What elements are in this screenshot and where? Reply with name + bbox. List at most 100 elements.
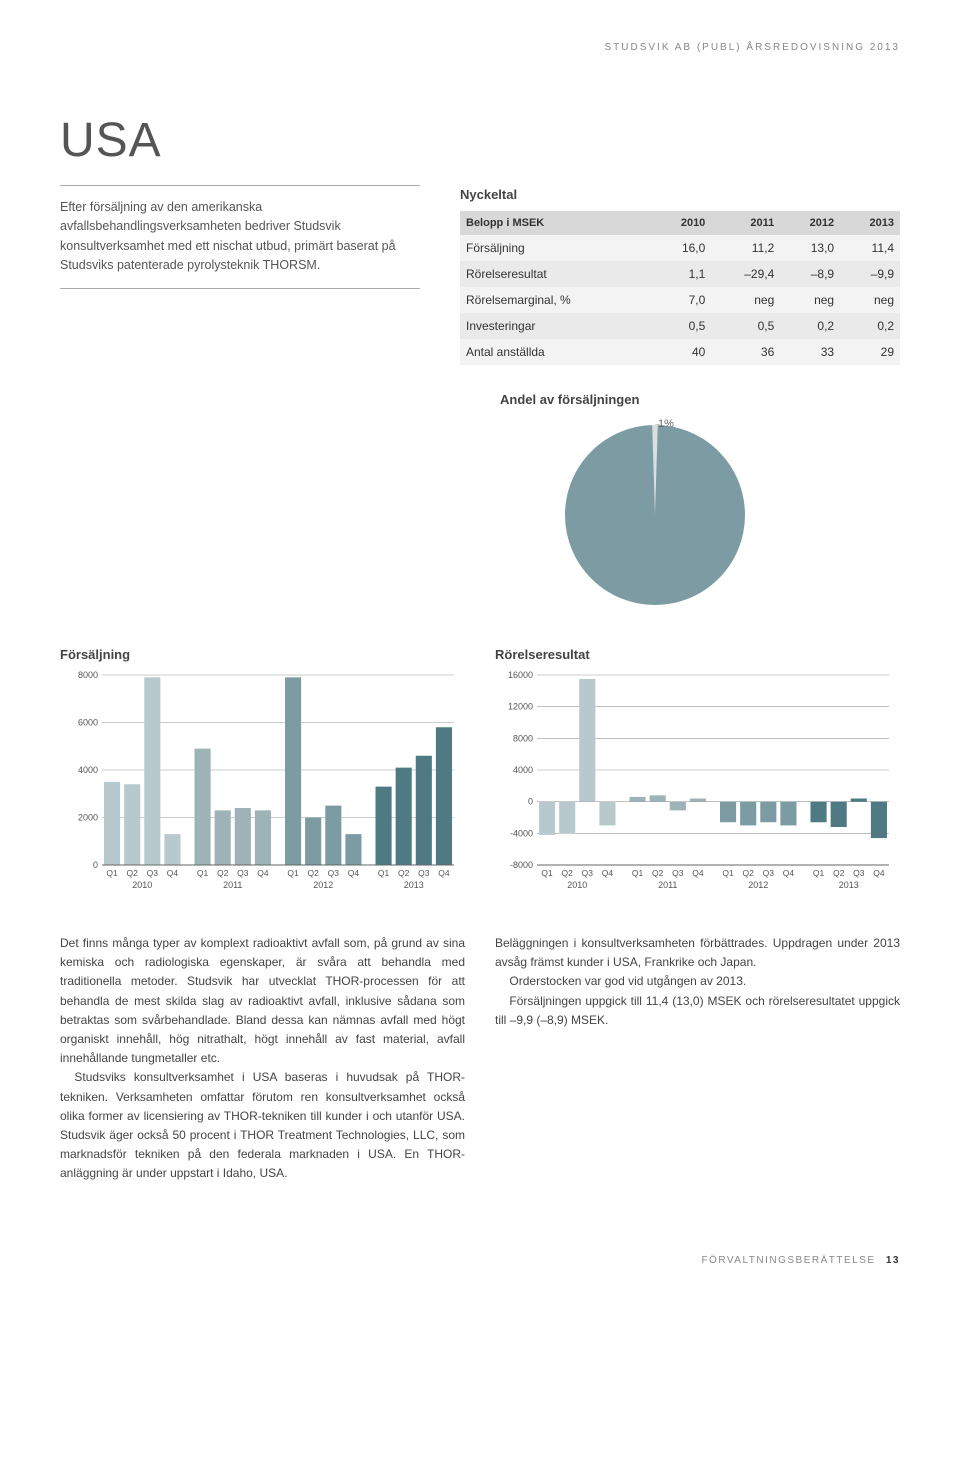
table-cell: 16,0 bbox=[651, 235, 711, 261]
chart-sales: Försäljning 0 2000 4000 6000 8000 Q1 Q2 Q3 Q4 201… bbox=[60, 645, 465, 904]
svg-text:4000: 4000 bbox=[513, 765, 533, 775]
svg-text:Q2: Q2 bbox=[562, 868, 574, 878]
footer-section: FÖRVALTNINGSBERÄTTELSE bbox=[701, 1255, 875, 1266]
pie-chart bbox=[560, 420, 750, 610]
svg-text:Q4: Q4 bbox=[873, 868, 885, 878]
table-cell: neg bbox=[780, 287, 840, 313]
body-left-column: Det finns många typer av komplext radioa… bbox=[60, 934, 465, 1183]
table-row: Rörelseresultat1,1–29,4–8,9–9,9 bbox=[460, 261, 900, 287]
svg-text:Q2: Q2 bbox=[127, 868, 139, 878]
svg-text:Q2: Q2 bbox=[398, 868, 410, 878]
page-number: 13 bbox=[886, 1255, 900, 1266]
svg-text:6000: 6000 bbox=[78, 717, 98, 727]
svg-text:2013: 2013 bbox=[839, 880, 859, 890]
top-section: Efter försäljning av den amerikanska avf… bbox=[60, 185, 900, 365]
th: 2010 bbox=[651, 211, 711, 236]
body-paragraph: Försäljningen uppgick till 11,4 (13,0) M… bbox=[495, 992, 900, 1030]
svg-text:Q1: Q1 bbox=[378, 868, 390, 878]
svg-text:Q3: Q3 bbox=[763, 868, 775, 878]
svg-text:Q2: Q2 bbox=[833, 868, 845, 878]
body-right-column: Beläggningen i konsultverksamheten förbä… bbox=[495, 934, 900, 1183]
svg-text:Q2: Q2 bbox=[652, 868, 664, 878]
table-cell: 13,0 bbox=[780, 235, 840, 261]
svg-text:Q2: Q2 bbox=[308, 868, 320, 878]
svg-text:-4000: -4000 bbox=[510, 828, 533, 838]
svg-text:Q3: Q3 bbox=[147, 868, 159, 878]
table-cell: 40 bbox=[651, 339, 711, 365]
table-cell: 0,5 bbox=[711, 313, 780, 339]
keytable-title: Nyckeltal bbox=[460, 185, 900, 205]
svg-text:Q4: Q4 bbox=[348, 868, 360, 878]
table-cell: Antal anställda bbox=[460, 339, 651, 365]
svg-text:Q4: Q4 bbox=[438, 868, 450, 878]
table-cell: –8,9 bbox=[780, 261, 840, 287]
result-bar-chart: -8000-40000400080001200016000Q1Q2Q3Q4201… bbox=[495, 669, 895, 899]
table-header-row: Belopp i MSEK 2010 2011 2012 2013 bbox=[460, 211, 900, 236]
key-figures-table: Belopp i MSEK 2010 2011 2012 2013 Försäl… bbox=[460, 211, 900, 366]
table-cell: 0,2 bbox=[780, 313, 840, 339]
th: Belopp i MSEK bbox=[460, 211, 651, 236]
svg-text:2012: 2012 bbox=[313, 880, 333, 890]
intro-text: Efter försäljning av den amerikanska avf… bbox=[60, 198, 420, 276]
svg-text:Q3: Q3 bbox=[672, 868, 684, 878]
svg-text:2011: 2011 bbox=[658, 880, 677, 890]
body-paragraph: Beläggningen i konsultverksamheten förbä… bbox=[495, 934, 900, 972]
chart2-title: Rörelseresultat bbox=[495, 645, 900, 665]
table-row: Antal anställda40363329 bbox=[460, 339, 900, 365]
th: 2012 bbox=[780, 211, 840, 236]
page-title: USA bbox=[60, 105, 900, 177]
table-cell: neg bbox=[840, 287, 900, 313]
table-cell: Investeringar bbox=[460, 313, 651, 339]
svg-text:Q3: Q3 bbox=[328, 868, 340, 878]
table-cell: –9,9 bbox=[840, 261, 900, 287]
svg-text:Q3: Q3 bbox=[418, 868, 430, 878]
svg-text:2013: 2013 bbox=[404, 880, 424, 890]
th: 2011 bbox=[711, 211, 780, 236]
charts-row: Försäljning 0 2000 4000 6000 8000 Q1 Q2 Q3 Q4 201… bbox=[60, 645, 900, 904]
body-columns: Det finns många typer av komplext radioa… bbox=[60, 934, 900, 1183]
table-row: Försäljning16,011,213,011,4 bbox=[460, 235, 900, 261]
svg-text:0: 0 bbox=[528, 796, 533, 806]
table-cell: 11,2 bbox=[711, 235, 780, 261]
page-footer: FÖRVALTNINGSBERÄTTELSE 13 bbox=[60, 1253, 900, 1268]
svg-text:4000: 4000 bbox=[78, 765, 98, 775]
svg-text:2011: 2011 bbox=[223, 880, 242, 890]
table-cell: –29,4 bbox=[711, 261, 780, 287]
table-row: Investeringar0,50,50,20,2 bbox=[460, 313, 900, 339]
table-cell: 0,5 bbox=[651, 313, 711, 339]
svg-text:2010: 2010 bbox=[567, 880, 587, 890]
svg-text:Q1: Q1 bbox=[106, 868, 118, 878]
table-cell: 33 bbox=[780, 339, 840, 365]
svg-text:0: 0 bbox=[93, 860, 98, 870]
svg-text:Q4: Q4 bbox=[167, 868, 179, 878]
body-paragraph: Orderstocken var god vid utgången av 201… bbox=[495, 972, 900, 991]
svg-text:Q4: Q4 bbox=[257, 868, 269, 878]
svg-text:2010: 2010 bbox=[132, 880, 152, 890]
th: 2013 bbox=[840, 211, 900, 236]
svg-text:2012: 2012 bbox=[748, 880, 768, 890]
document-header: STUDSVIK AB (PUBL) ÅRSREDOVISNING 2013 bbox=[60, 40, 900, 55]
table-cell: Rörelseresultat bbox=[460, 261, 651, 287]
chart1-title: Försäljning bbox=[60, 645, 465, 665]
pie-slice-label: 1% bbox=[658, 416, 674, 433]
pie-section: Andel av försäljningen 1% bbox=[60, 390, 900, 615]
table-row: Rörelsemarginal, %7,0negnegneg bbox=[460, 287, 900, 313]
svg-text:Q2: Q2 bbox=[217, 868, 229, 878]
svg-text:8000: 8000 bbox=[513, 733, 533, 743]
table-cell: 7,0 bbox=[651, 287, 711, 313]
table-cell: 29 bbox=[840, 339, 900, 365]
svg-text:Q4: Q4 bbox=[692, 868, 704, 878]
svg-text:2000: 2000 bbox=[78, 812, 98, 822]
svg-text:Q2: Q2 bbox=[743, 868, 755, 878]
svg-text:Q3: Q3 bbox=[582, 868, 594, 878]
pie-title: Andel av försäljningen bbox=[500, 390, 900, 410]
svg-text:Q1: Q1 bbox=[813, 868, 825, 878]
table-cell: 1,1 bbox=[651, 261, 711, 287]
sales-bar-chart: 0 2000 4000 6000 8000 Q1 Q2 Q3 Q4 2010 Q1 Q2 Q3 Q4 201… bbox=[60, 669, 460, 899]
svg-text:8000: 8000 bbox=[78, 670, 98, 680]
body-paragraph: Det finns många typer av komplext radioa… bbox=[60, 934, 465, 1068]
svg-text:Q4: Q4 bbox=[602, 868, 614, 878]
svg-text:Q1: Q1 bbox=[632, 868, 644, 878]
svg-text:Q3: Q3 bbox=[237, 868, 249, 878]
keytable-column: Nyckeltal Belopp i MSEK 2010 2011 2012 2… bbox=[460, 185, 900, 365]
